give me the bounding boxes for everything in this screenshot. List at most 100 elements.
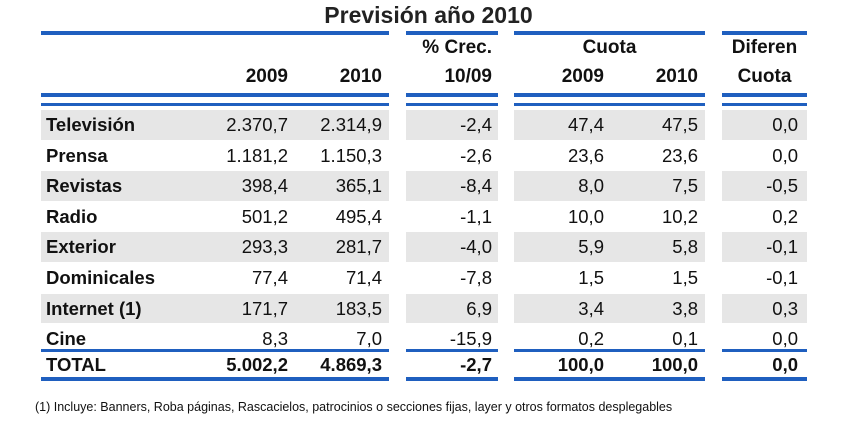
total-label: TOTAL <box>46 354 106 375</box>
row-shade <box>406 232 498 262</box>
row-cuota-2009: 10,0 <box>567 205 604 227</box>
row-cuota-2010: 3,8 <box>672 297 698 319</box>
row-crec: -15,9 <box>449 328 492 350</box>
row-cuota-2009: 3,4 <box>578 297 604 319</box>
top-rule-cuota <box>514 31 705 35</box>
row-cuota-2009: 47,4 <box>567 114 604 135</box>
header-rule-crec <box>406 93 498 97</box>
row-2010: 365,1 <box>335 175 382 197</box>
row-crec: 6,9 <box>466 297 492 319</box>
row-cuota-2009: 0,2 <box>578 328 604 350</box>
row-dif: 0,3 <box>772 297 798 319</box>
row-cuota-2010: 23,6 <box>661 144 698 166</box>
row-shade <box>722 232 807 262</box>
row-shade <box>722 171 807 201</box>
row-2009: 398,4 <box>241 175 288 197</box>
total-rule-values <box>41 349 389 352</box>
total-cuota-2009: 100,0 <box>557 354 604 375</box>
row-shade <box>514 110 705 140</box>
bottom-rule-cuota <box>514 377 705 381</box>
row-shade <box>722 293 807 324</box>
row-crec: -1,1 <box>460 205 492 227</box>
row-label: Dominicales <box>46 267 155 288</box>
row-shade <box>41 293 389 324</box>
row-crec: -8,4 <box>460 175 492 197</box>
header-2009: 2009 <box>245 66 288 87</box>
row-cuota-2010: 1,5 <box>672 267 698 288</box>
row-shade <box>406 110 498 140</box>
total-dif: 0,0 <box>772 354 798 375</box>
header-rule-dif <box>722 93 807 97</box>
row-2010: 495,4 <box>335 205 382 227</box>
row-label: Prensa <box>46 144 108 166</box>
row-2009: 171,7 <box>241 297 288 319</box>
row-2010: 281,7 <box>335 236 382 258</box>
bottom-rule-values <box>41 377 389 381</box>
header-crec-line2: 10/09 <box>444 66 492 87</box>
row-label: Radio <box>46 205 98 227</box>
header-rule-cuota <box>514 93 705 97</box>
row-2010: 71,4 <box>345 267 382 288</box>
row-cuota-2009: 1,5 <box>578 267 604 288</box>
total-rule-cuota <box>514 349 705 352</box>
row-2010: 7,0 <box>356 328 382 350</box>
row-cuota-2010: 7,5 <box>672 175 698 197</box>
row-shade <box>41 110 389 140</box>
header-rule2-crec <box>406 103 498 106</box>
header-rule2-values <box>41 103 389 106</box>
row-crec: -4,0 <box>460 236 492 258</box>
total-crec: -2,7 <box>460 354 492 375</box>
top-rule-dif <box>722 31 807 35</box>
row-crec: -7,8 <box>460 267 492 288</box>
bottom-rule-dif <box>722 377 807 381</box>
row-dif: 0,0 <box>772 114 798 135</box>
row-label: Cine <box>46 328 87 350</box>
row-2010: 2.314,9 <box>320 114 382 135</box>
row-shade <box>41 171 389 201</box>
row-2009: 501,2 <box>241 205 288 227</box>
header-cuota-2010: 2010 <box>655 66 698 87</box>
row-label: Internet (1) <box>46 297 142 319</box>
row-label: Revistas <box>46 175 123 197</box>
row-dif: -0,1 <box>766 236 798 258</box>
row-cuota-2009: 8,0 <box>578 175 604 197</box>
row-dif: -0,1 <box>766 267 798 288</box>
table-title: Previsión año 2010 <box>324 2 533 28</box>
row-shade <box>406 171 498 201</box>
row-shade <box>514 171 705 201</box>
row-2009: 8,3 <box>262 328 288 350</box>
header-cuota: Cuota <box>582 37 637 58</box>
header-crec-line1: % Crec. <box>422 37 492 58</box>
row-crec: -2,6 <box>460 144 492 166</box>
row-label: Televisión <box>46 114 136 135</box>
row-cuota-2010: 5,8 <box>672 236 698 258</box>
row-shade <box>41 232 389 262</box>
row-label: Exterior <box>46 236 116 258</box>
row-dif: 0,2 <box>772 205 798 227</box>
row-dif: -0,5 <box>766 175 798 197</box>
footnote: (1) Incluye: Banners, Roba páginas, Rasc… <box>35 400 673 414</box>
total-cuota-2010: 100,0 <box>651 354 698 375</box>
row-shade <box>406 293 498 324</box>
row-2009: 2.370,7 <box>226 114 288 135</box>
header-cuota-2009: 2009 <box>561 66 604 87</box>
total-rule-dif <box>722 349 807 352</box>
header-2010: 2010 <box>339 66 382 87</box>
row-cuota-2010: 47,5 <box>661 114 698 135</box>
row-cuota-2010: 0,1 <box>672 328 698 350</box>
row-2009: 293,3 <box>241 236 288 258</box>
top-rule-values <box>41 31 389 35</box>
row-2009: 77,4 <box>251 267 288 288</box>
header-rule-values <box>41 93 389 97</box>
row-crec: -2,4 <box>460 114 492 135</box>
header-dif-line2: Cuota <box>737 66 792 87</box>
header-rule2-cuota <box>514 103 705 106</box>
row-cuota-2010: 10,2 <box>661 205 698 227</box>
total-rule-crec <box>406 349 498 352</box>
header-rule2-dif <box>722 103 807 106</box>
row-shade <box>514 293 705 324</box>
row-2009: 1.181,2 <box>226 144 288 166</box>
row-dif: 0,0 <box>772 144 798 166</box>
row-cuota-2009: 23,6 <box>567 144 604 166</box>
row-shade <box>722 110 807 140</box>
